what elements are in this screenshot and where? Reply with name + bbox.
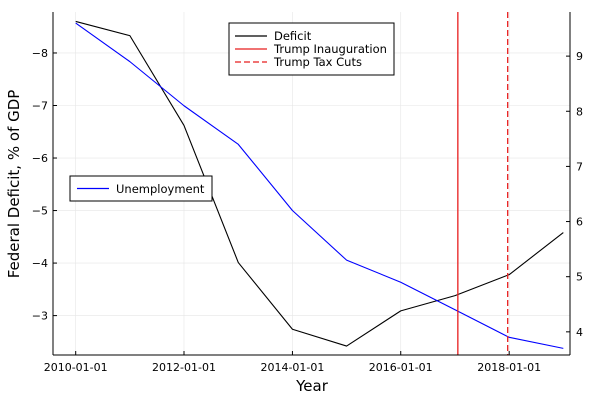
y-right-tick-label: 8: [576, 105, 583, 118]
x-tick-label: 2010-01-01: [44, 361, 108, 374]
legend-label-inauguration: Trump Inauguration: [273, 42, 387, 56]
legend-label-deficit: Deficit: [274, 29, 312, 43]
x-tick-label: 2018-01-01: [477, 361, 541, 374]
legend-upper: Deficit Trump Inauguration Trump Tax Cut…: [228, 22, 395, 76]
y-right-axis-ticks: 4 5 6 7 8 9: [566, 50, 583, 339]
x-axis-ticks: 2010-01-01 2012-01-01 2014-01-01 2016-01-01…: [44, 351, 541, 374]
y-left-tick-label: −4: [32, 257, 48, 270]
x-tick-label: 2014-01-01: [260, 361, 324, 374]
x-tick-label: 2012-01-01: [152, 361, 216, 374]
series-line-unemployment: [75, 22, 564, 349]
y-right-tick-label: 9: [576, 50, 583, 63]
x-tick-label: 2016-01-01: [369, 361, 433, 374]
series-layer: [75, 20, 564, 349]
x-axis-title: Year: [295, 377, 329, 395]
y-right-tick-label: 7: [576, 160, 583, 173]
y-left-tick-label: −3: [32, 310, 48, 323]
y-left-tick-label: −8: [32, 47, 48, 60]
legend-label-unemployment: Unemployment: [116, 182, 205, 196]
plot-frame: [52, 12, 571, 356]
y-right-tick-label: 4: [576, 326, 583, 339]
y-left-axis-ticks: −8 −7 −6 −5 −4 −3: [32, 47, 57, 323]
y-right-tick-label: 6: [576, 216, 583, 229]
y-left-tick-label: −6: [32, 152, 48, 165]
vline-layer: [457, 12, 509, 355]
series-line-deficit: [75, 20, 564, 347]
legend-lower: Unemployment: [69, 175, 213, 202]
legend-label-tax-cuts: Trump Tax Cuts: [273, 55, 362, 69]
y-axis-title: Federal Deficit, % of GDP: [5, 90, 23, 279]
y-left-tick-label: −7: [32, 99, 48, 112]
y-left-tick-label: −5: [32, 205, 48, 218]
y-right-tick-label: 5: [576, 271, 583, 284]
